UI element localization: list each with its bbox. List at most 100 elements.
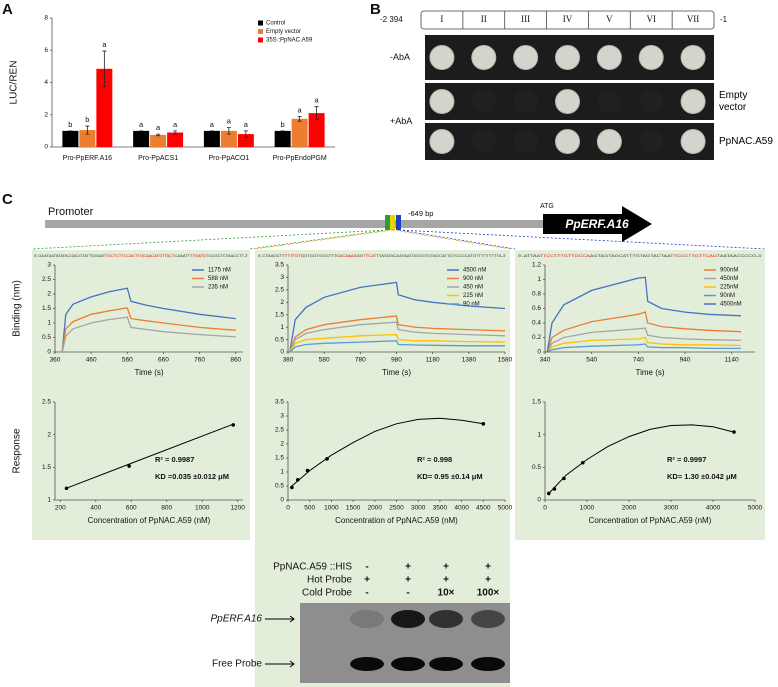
error-bar [314,106,319,120]
error-bar [85,125,90,135]
binding-curve [61,287,236,353]
gel-band [471,610,505,628]
error-bar [243,130,248,138]
y-tick-label: 1 [280,324,284,331]
fragment-label: IV [563,14,573,24]
x-tick-label: Pro-PpACO1 [208,155,249,162]
bar [237,134,254,147]
colony [639,89,664,114]
sequence-segment: GCGCTCTAACCTT-3' [208,254,248,258]
y-tick-label: 2 [44,111,48,118]
significance-letter: a [210,120,215,129]
gene-arrow [543,206,652,242]
x-tick-label: 3000 [411,505,426,512]
gene-label: PpERF.A16 [565,217,629,231]
x-tick-label: 980 [391,357,402,364]
sequence-segment: GGTGGTGGGTTTG [301,254,340,258]
promoter-position: -649 bp [408,209,433,218]
emsa-row-label: PpNAC.A59 ::HIS [273,562,352,573]
significance-letter: a [315,96,320,105]
x-tick-label: 660 [158,357,169,364]
data-point [562,476,566,481]
legend-label: 4500nM [720,302,742,308]
emsa-lane-value: 10× [438,588,455,599]
x-tick-label: 740 [633,357,644,364]
y-axis-label: Binding (nm) [12,280,23,337]
legend-label: 90 nM [463,302,480,308]
x-tick-label: 5000 [748,505,763,512]
motif [396,215,401,230]
colony [639,129,664,154]
sequence-segment: ACAAAA [340,254,358,258]
emsa-lane-value: + [405,562,411,573]
x-tick-label: Pro-PpACS1 [138,155,178,162]
y-tick-label: 0.5 [275,336,284,343]
legend-label: 235 nM [208,285,228,291]
y-tick-label: 1 [280,469,284,476]
y-tick-label: 2.5 [42,399,51,406]
panel-bg [32,250,250,540]
x-axis-label: Concentration of PpNAC.A59 (nM) [335,516,458,525]
bar [308,113,325,147]
y-tick-label: 2 [280,299,284,306]
colony [513,129,538,154]
bar [220,130,237,147]
y-tick-label: 4 [44,79,48,86]
fit-curve [66,423,234,489]
annotation: KD =0.035 ±0.012 μM [155,472,229,481]
fragment-label: V [606,14,613,24]
x-tick-label: 3500 [433,505,448,512]
significance-letter: a [244,120,249,129]
x-axis-label: Time (s) [134,368,163,377]
strain-label-box: PpNAC.A59 [719,136,773,147]
binding-curve [546,276,742,353]
x-tick-label: 500 [304,505,315,512]
colony [471,45,497,70]
data-point [290,485,294,490]
sequence-segment: TTCAT [363,254,377,258]
binding-curve [289,315,506,353]
legend-swatch [258,20,263,26]
emsa-lane-value: + [485,562,491,573]
treatment-label: +AbA [390,116,412,126]
fragment-end: -1 [720,15,728,24]
x-tick-label: 940 [680,357,691,364]
emsa-lane-value: + [405,575,411,586]
legend-label: Control [266,21,285,27]
y-tick-label: 2.5 [275,287,284,294]
data-point [481,422,486,426]
emsa-lane-value: - [365,562,368,573]
bar [274,130,291,147]
legend-label: Empty vector [266,29,301,35]
x-tick-label: 5000 [498,505,513,512]
y-tick-label: 1.2 [532,262,541,269]
data-point [732,430,736,434]
binding-curve [289,321,506,353]
strain-label: Empty vector [719,89,748,113]
sequence-segment: TTATATACAATAATGGGGTGTAGCATTGTGCCCATGTTTT… [376,254,506,258]
sequence-segment: 5'-CTAAGCTT [258,254,286,258]
binding-curve [289,281,506,353]
colony [513,89,538,114]
panel-label: B [370,1,381,18]
x-tick-label: 2000 [622,505,637,512]
fragment-label: VII [687,14,700,24]
significance-letter: a [102,40,107,49]
data-point [325,457,329,461]
start-codon: ATG [540,203,554,210]
x-tick-label: 380 [283,357,294,364]
colony [680,45,706,70]
binding-curve [546,336,742,353]
y-tick-label: 0.8 [532,291,541,298]
legend-label: 225 nM [463,293,483,299]
x-tick-label: 580 [319,357,330,364]
fragment-label: VI [646,14,656,24]
sequence-segment: TTCCTTTGTTGCCA [540,254,591,258]
significance-letter: b [85,115,89,124]
fragment-label: II [481,14,487,24]
panel-bg [515,250,765,540]
x-tick-label: 2500 [389,505,404,512]
legend-label: 900 nM [463,276,483,282]
treatment-label: -AbA [390,52,410,62]
binding-curve [289,333,506,353]
